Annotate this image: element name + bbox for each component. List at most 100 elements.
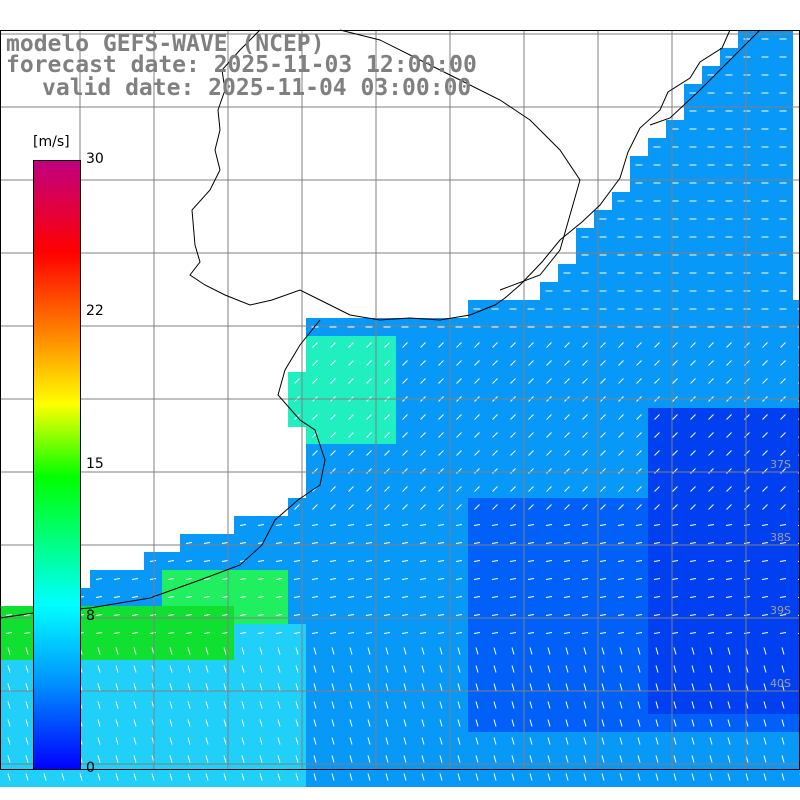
field-cell — [414, 552, 433, 571]
wind-arrow — [691, 701, 695, 709]
wind-arrow — [636, 450, 642, 456]
field-cell — [450, 426, 469, 445]
field-cell — [324, 516, 343, 535]
wind-arrow — [330, 360, 336, 366]
wind-arrow — [527, 560, 535, 562]
wind-arrow — [421, 683, 425, 691]
field-cell — [342, 336, 361, 355]
field-cell — [612, 426, 631, 445]
wind-arrow — [149, 632, 157, 634]
wind-arrow — [636, 378, 642, 384]
field-cell — [378, 372, 397, 391]
wind-arrow — [113, 614, 121, 616]
wind-arrow — [457, 719, 461, 727]
field-cell — [90, 588, 109, 607]
wind-arrow — [673, 719, 677, 727]
field-cell — [468, 534, 487, 553]
wind-arrow — [707, 578, 715, 580]
wind-arrow — [169, 773, 173, 781]
wind-arrow — [456, 486, 462, 492]
wind-arrow — [420, 360, 426, 366]
field-cell — [774, 336, 793, 355]
field-cell — [594, 588, 613, 607]
wind-arrow — [673, 665, 677, 673]
wind-arrow — [581, 560, 589, 562]
wind-arrow — [113, 578, 121, 580]
wind-arrow — [708, 342, 714, 348]
field-cell — [414, 624, 433, 643]
field-cell — [252, 624, 271, 643]
wind-arrow — [653, 596, 661, 598]
wind-arrow — [654, 504, 660, 510]
wind-arrow — [439, 647, 443, 655]
wind-arrow — [491, 614, 499, 616]
wind-arrow — [691, 737, 695, 745]
field-cell — [792, 354, 800, 373]
wind-arrow — [203, 578, 211, 580]
field-cell — [558, 480, 577, 499]
field-cell — [648, 624, 667, 643]
wind-arrow — [365, 560, 373, 562]
wind-arrow — [25, 701, 29, 709]
field-cell — [702, 570, 721, 589]
field-cell — [720, 624, 739, 643]
wind-arrow — [313, 683, 317, 691]
wind-arrow — [510, 468, 516, 474]
field-cell — [378, 354, 397, 373]
wind-arrow — [617, 596, 625, 598]
field-cell — [486, 354, 505, 373]
wind-arrow — [366, 342, 372, 348]
wind-arrow — [511, 773, 515, 781]
wind-arrow — [708, 378, 714, 384]
wind-arrow — [421, 755, 425, 763]
field-cell — [126, 588, 145, 607]
field-cell — [432, 552, 451, 571]
wind-arrow — [455, 542, 463, 544]
wind-arrow — [744, 450, 750, 456]
wind-arrow — [581, 632, 589, 634]
wind-arrow — [185, 596, 193, 598]
field-cell — [792, 750, 800, 769]
field-cell — [792, 318, 800, 337]
field-cell — [792, 444, 800, 463]
wind-arrow — [509, 632, 517, 634]
wind-arrow — [546, 486, 552, 492]
wind-arrow — [239, 614, 247, 616]
wind-arrow — [331, 647, 335, 655]
wind-arrow — [473, 542, 481, 544]
wind-arrow — [727, 683, 731, 691]
wind-arrow — [115, 773, 119, 781]
wind-arrow — [781, 773, 785, 781]
wind-arrow — [491, 560, 499, 562]
wind-arrow — [510, 360, 516, 366]
field-cell — [720, 570, 739, 589]
field-cell — [522, 498, 541, 517]
wind-arrow — [259, 755, 263, 763]
wind-arrow — [312, 504, 318, 510]
wind-arrow — [546, 342, 552, 348]
field-cell — [306, 606, 325, 625]
wind-arrow — [401, 596, 409, 598]
field-cell — [234, 516, 253, 535]
field-cell — [504, 408, 523, 427]
wind-arrow — [583, 683, 587, 691]
wind-arrow — [313, 701, 317, 709]
wind-arrow — [583, 665, 587, 673]
wind-arrow — [259, 719, 263, 727]
wind-arrow — [473, 524, 481, 526]
field-cell — [522, 426, 541, 445]
wind-arrow — [403, 683, 407, 691]
field-cell — [378, 336, 397, 355]
wind-arrow — [259, 737, 263, 745]
field-cell — [612, 606, 631, 625]
field-cell — [126, 624, 145, 643]
wind-arrow — [203, 560, 211, 562]
wind-arrow — [565, 773, 569, 781]
field-cell — [216, 588, 235, 607]
wind-arrow — [384, 450, 390, 456]
wind-arrow — [366, 414, 372, 420]
field-cell — [522, 552, 541, 571]
field-cell — [324, 354, 343, 373]
wind-arrow — [599, 578, 607, 580]
wind-arrow — [511, 719, 515, 727]
